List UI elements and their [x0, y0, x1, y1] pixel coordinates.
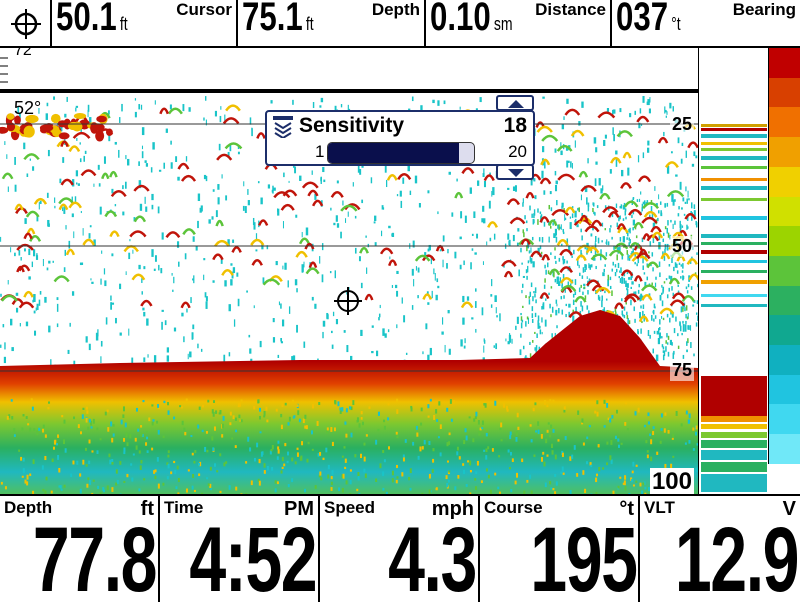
depth-label: Depth [372, 0, 420, 20]
bearing-label: Bearing [733, 0, 796, 20]
course-box-value: 195 [530, 514, 636, 606]
color-scale-step [769, 78, 800, 108]
arrow-up-icon [508, 100, 524, 108]
color-scale-step [769, 375, 800, 405]
cursor-unit: ft [120, 14, 128, 34]
speed-box-value: 4.3 [388, 514, 476, 606]
bottom-contour [0, 310, 698, 494]
sensitivity-value: 18 [504, 114, 527, 138]
color-scale-step [769, 48, 800, 78]
color-scale-bar [768, 48, 800, 464]
color-scale-step [769, 167, 800, 197]
depth-scale-100: 100 [650, 468, 694, 494]
color-scale-step [769, 197, 800, 227]
a-scope-strip [698, 48, 769, 494]
depth-scale-75: 75 [670, 360, 694, 381]
distance-label: Distance [535, 0, 606, 20]
bearing-readout: 037°t Bearing [612, 0, 800, 46]
color-scale-step [769, 137, 800, 167]
speed-box-label: Speed [324, 498, 375, 518]
cursor-label: Cursor [176, 0, 232, 20]
sensitivity-title: Sensitivity [299, 114, 404, 138]
color-scale-step [769, 404, 800, 434]
sensitivity-min: 1 [315, 142, 324, 162]
sensitivity-down-button[interactable] [496, 164, 534, 180]
sensitivity-max: 20 [508, 142, 527, 162]
color-scale-step [769, 434, 800, 464]
distance-unit: sm [494, 14, 513, 34]
speed-box: Speed mph 4.3 [320, 496, 480, 602]
time-box: Time PM 4:52 [160, 496, 320, 602]
color-scale-step [769, 345, 800, 375]
depth-scale-50: 50 [670, 236, 694, 257]
voltage-box: VLT V 12.9 [640, 496, 800, 602]
voltage-box-label: VLT [644, 498, 675, 518]
depth-box: Depth ft 77.8 [0, 496, 160, 602]
top-depth-label: 72 [14, 48, 32, 60]
crosshair-button[interactable] [0, 0, 52, 46]
sensitivity-slider[interactable] [327, 142, 475, 164]
course-box: Course °t 195 [480, 496, 640, 602]
color-scale-step [769, 226, 800, 256]
color-scale-step [769, 107, 800, 137]
color-scale-step [769, 286, 800, 316]
arrow-down-icon [508, 169, 524, 177]
water-temperature: 52° [14, 98, 41, 119]
sensitivity-dialog[interactable]: Sensitivity 18 1 20 [265, 110, 535, 166]
sensitivity-icon [273, 116, 293, 138]
bottom-data-bar: Depth ft 77.8 Time PM 4:52 Speed mph 4.3… [0, 494, 800, 602]
sensitivity-slider-fill [328, 143, 459, 163]
bearing-unit: °t [671, 14, 681, 34]
depth-scale-25: 25 [670, 114, 694, 135]
voltage-box-value: 12.9 [675, 514, 798, 606]
time-box-value: 4:52 [189, 514, 316, 606]
color-scale-step [769, 256, 800, 286]
crosshair-icon [10, 8, 42, 40]
cursor-target-icon [334, 287, 362, 315]
sensitivity-up-button[interactable] [496, 95, 534, 111]
bearing-value: 037°t [616, 0, 681, 44]
depth-unit: ft [306, 14, 314, 34]
color-scale-step [769, 315, 800, 345]
depth-box-value: 77.8 [33, 514, 156, 606]
